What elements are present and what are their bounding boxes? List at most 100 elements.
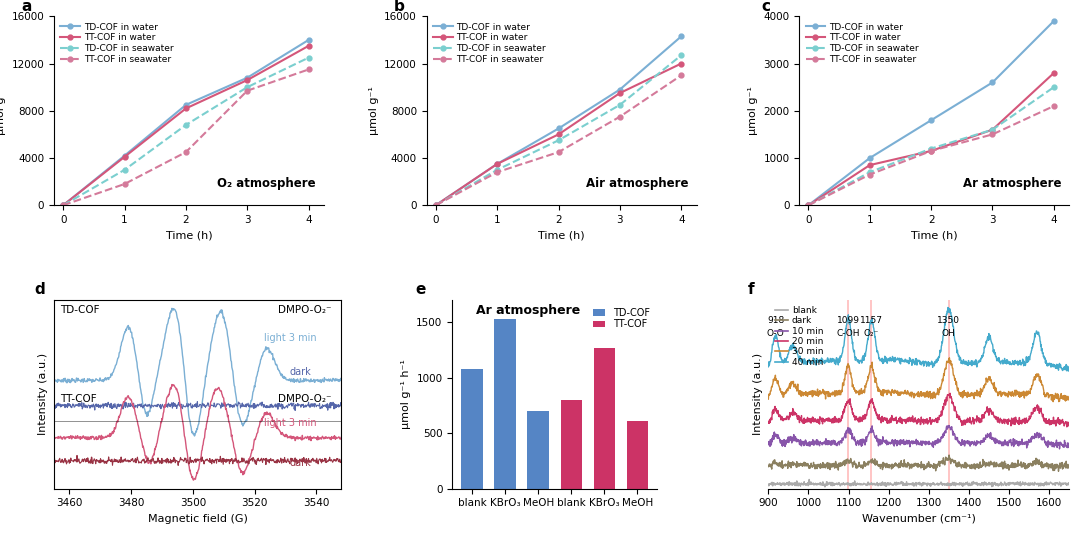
dark bbox=[943, 452, 956, 458]
30 min bbox=[976, 386, 989, 393]
Bar bbox=[626, 421, 648, 489]
Line: TD-COF in seawater: TD-COF in seawater bbox=[433, 53, 684, 207]
40 min bbox=[761, 363, 774, 370]
dark bbox=[890, 463, 903, 469]
Text: dark: dark bbox=[289, 458, 311, 468]
10 min bbox=[989, 440, 1002, 447]
Legend: TD-COF in water, TT-COF in water, TD-COF in seawater, TT-COF in seawater: TD-COF in water, TT-COF in water, TD-COF… bbox=[431, 21, 548, 66]
Text: 1350: 1350 bbox=[937, 316, 960, 325]
Line: TT-COF in seawater: TT-COF in seawater bbox=[60, 67, 311, 207]
dark bbox=[1052, 468, 1065, 475]
40 min bbox=[1022, 358, 1035, 365]
30 min bbox=[795, 393, 808, 400]
Text: 1157: 1157 bbox=[860, 316, 883, 325]
Legend: TD-COF in water, TT-COF in water, TD-COF in seawater, TT-COF in seawater: TD-COF in water, TT-COF in water, TD-COF… bbox=[58, 21, 175, 66]
TD-COF in water bbox=[241, 74, 254, 81]
TT-COF in seawater bbox=[57, 202, 70, 209]
Text: light 3 min: light 3 min bbox=[264, 418, 316, 428]
dark bbox=[989, 460, 1002, 466]
Line: TD-COF in seawater: TD-COF in seawater bbox=[806, 85, 1056, 207]
TD-COF in seawater bbox=[924, 146, 937, 152]
10 min bbox=[761, 441, 774, 447]
TT-COF in seawater bbox=[302, 66, 315, 73]
TD-COF in seawater bbox=[57, 202, 70, 209]
40 min bbox=[1063, 368, 1076, 374]
Bar bbox=[594, 348, 616, 489]
Line: blank: blank bbox=[768, 479, 1069, 487]
10 min bbox=[1053, 446, 1066, 452]
TT-COF in seawater bbox=[179, 149, 192, 155]
TD-COF in seawater bbox=[179, 122, 192, 128]
TD-COF in seawater bbox=[613, 102, 626, 108]
dark bbox=[1022, 460, 1035, 467]
TT-COF in water bbox=[241, 77, 254, 83]
TD-COF in water bbox=[675, 33, 688, 40]
Text: C-OH: C-OH bbox=[836, 329, 860, 338]
Text: Ar atmosphere: Ar atmosphere bbox=[476, 304, 580, 317]
Bar bbox=[527, 411, 549, 489]
TT-COF in seawater bbox=[986, 131, 999, 137]
Line: 20 min: 20 min bbox=[768, 393, 1069, 427]
20 min bbox=[1061, 424, 1074, 430]
30 min bbox=[1063, 395, 1076, 402]
X-axis label: Time (h): Time (h) bbox=[538, 231, 585, 241]
30 min bbox=[840, 364, 853, 371]
TD-COF in seawater bbox=[552, 137, 565, 143]
X-axis label: Time (h): Time (h) bbox=[165, 231, 213, 241]
TD-COF in water bbox=[924, 117, 937, 123]
30 min bbox=[761, 396, 774, 402]
TT-COF in seawater bbox=[802, 202, 815, 209]
10 min bbox=[943, 422, 956, 429]
20 min bbox=[890, 420, 903, 427]
X-axis label: Magnetic field (G): Magnetic field (G) bbox=[148, 514, 247, 524]
TT-COF in water bbox=[986, 127, 999, 133]
10 min bbox=[840, 430, 853, 437]
Line: dark: dark bbox=[768, 455, 1069, 471]
TT-COF in seawater bbox=[675, 72, 688, 79]
TT-COF in water bbox=[179, 105, 192, 112]
TT-COF in water bbox=[675, 60, 688, 67]
TT-COF in water bbox=[613, 90, 626, 96]
blank bbox=[976, 481, 989, 488]
TD-COF in seawater bbox=[430, 202, 443, 209]
blank bbox=[795, 480, 808, 487]
Bar bbox=[495, 319, 516, 489]
Y-axis label: Intensity (a.u.): Intensity (a.u.) bbox=[753, 353, 762, 435]
Text: a: a bbox=[22, 0, 32, 14]
blank bbox=[761, 482, 774, 489]
TD-COF in water bbox=[802, 202, 815, 209]
TT-COF in seawater bbox=[863, 171, 876, 178]
Text: e: e bbox=[416, 282, 426, 297]
Line: 40 min: 40 min bbox=[768, 307, 1069, 371]
TD-COF in water bbox=[552, 125, 565, 132]
Text: 1099: 1099 bbox=[837, 316, 860, 325]
X-axis label: Wavenumber (cm⁻¹): Wavenumber (cm⁻¹) bbox=[862, 514, 975, 524]
TT-COF in seawater bbox=[924, 148, 937, 154]
40 min bbox=[795, 356, 808, 363]
TD-COF in seawater bbox=[241, 84, 254, 90]
TT-COF in seawater bbox=[1048, 103, 1061, 109]
Y-axis label: μmol g⁻¹: μmol g⁻¹ bbox=[368, 86, 379, 135]
TT-COF in water bbox=[552, 131, 565, 137]
TD-COF in water bbox=[57, 202, 70, 209]
blank bbox=[1063, 480, 1076, 487]
TT-COF in water bbox=[802, 202, 815, 209]
TT-COF in seawater bbox=[552, 149, 565, 155]
TT-COF in water bbox=[1048, 70, 1061, 76]
Text: TT-COF: TT-COF bbox=[59, 394, 96, 404]
Y-axis label: Intensity (a.u.): Intensity (a.u.) bbox=[39, 353, 49, 435]
TD-COF in seawater bbox=[490, 167, 503, 173]
TT-COF in water bbox=[302, 42, 315, 49]
Line: TD-COF in water: TD-COF in water bbox=[60, 37, 311, 207]
10 min bbox=[976, 439, 989, 446]
TD-COF in water bbox=[118, 153, 131, 159]
TD-COF in water bbox=[490, 161, 503, 167]
Y-axis label: μmol g⁻¹: μmol g⁻¹ bbox=[0, 86, 6, 135]
Line: TT-COF in water: TT-COF in water bbox=[60, 43, 311, 207]
Line: TT-COF in water: TT-COF in water bbox=[806, 71, 1056, 207]
dark bbox=[795, 461, 808, 468]
TT-COF in seawater bbox=[430, 202, 443, 209]
Line: TD-COF in seawater: TD-COF in seawater bbox=[60, 55, 311, 207]
Text: DMPO-O₂⁻: DMPO-O₂⁻ bbox=[278, 305, 332, 315]
Legend: blank, dark, 10 min, 20 min, 30 min, 40 min: blank, dark, 10 min, 20 min, 30 min, 40 … bbox=[773, 304, 825, 369]
